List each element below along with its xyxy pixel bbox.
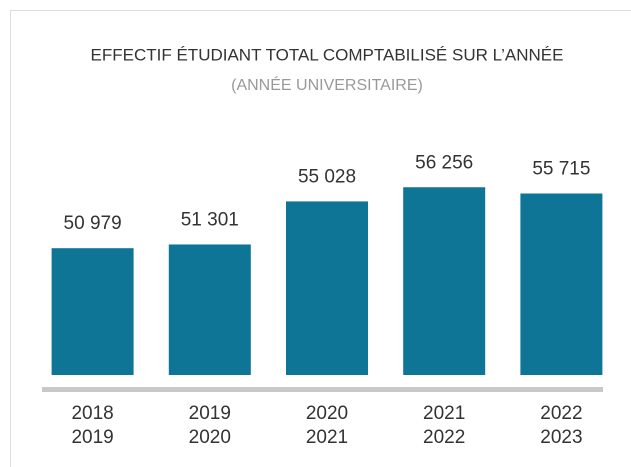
x-tick-label: 2022 bbox=[423, 427, 465, 448]
x-tick-label: 2018 bbox=[71, 403, 113, 424]
bar bbox=[168, 244, 251, 375]
x-tick-label: 2020 bbox=[189, 427, 231, 448]
x-tick-label: 2022 bbox=[540, 403, 582, 424]
x-tick-label: 2019 bbox=[71, 427, 113, 448]
bar bbox=[51, 248, 134, 375]
x-tick-label: 2021 bbox=[306, 427, 348, 448]
value-label: 56 256 bbox=[415, 152, 473, 173]
value-label: 50 979 bbox=[64, 213, 122, 234]
chart-title: EFFECTIF ÉTUDIANT TOTAL COMPTABILISÉ SUR… bbox=[91, 45, 564, 64]
value-label: 55 028 bbox=[298, 166, 356, 187]
bar bbox=[520, 193, 603, 375]
value-label: 55 715 bbox=[532, 159, 590, 180]
x-tick-label: 2021 bbox=[423, 403, 465, 424]
chart-subtitle: (ANNÉE UNIVERSITAIRE) bbox=[231, 75, 423, 94]
x-tick-label: 2020 bbox=[306, 403, 348, 424]
x-tick-label: 2023 bbox=[540, 427, 582, 448]
bar bbox=[403, 187, 486, 375]
bar bbox=[286, 201, 368, 375]
x-tick-label: 2019 bbox=[189, 403, 231, 424]
value-label: 51 301 bbox=[181, 209, 239, 230]
baseline bbox=[42, 387, 603, 392]
